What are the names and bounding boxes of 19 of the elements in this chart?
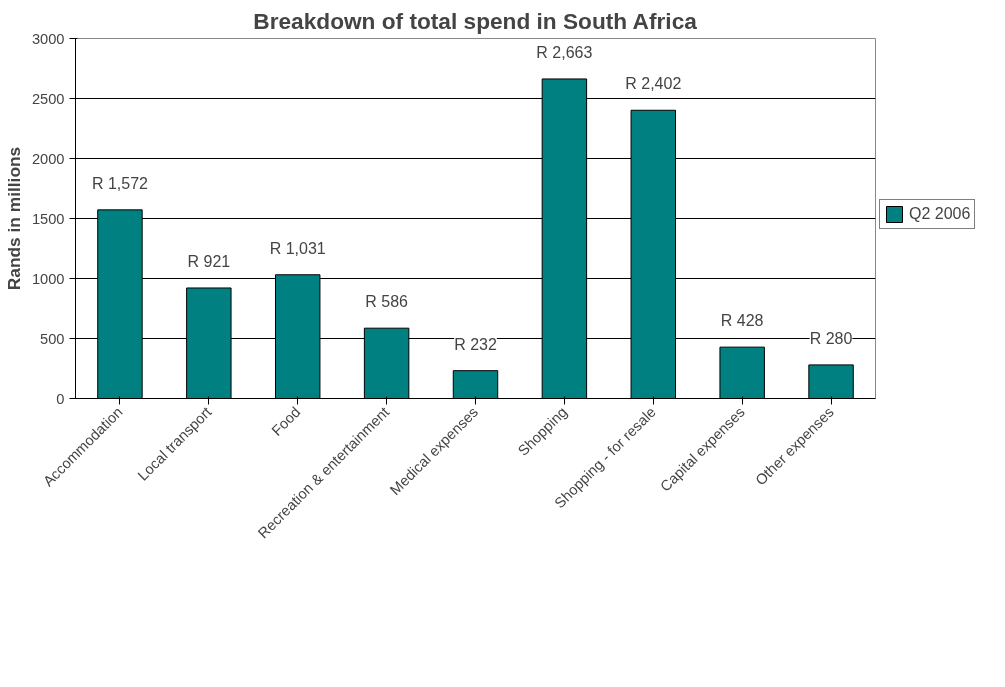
y-tick-label: 2000: [31, 150, 65, 167]
data-label: R 2,402: [625, 75, 682, 93]
chart-title: Breakdown of total spend in South Africa: [253, 7, 698, 34]
data-label: R 428: [720, 312, 764, 330]
y-tick-label: 1500: [31, 210, 65, 227]
y-tick-label: 1000: [31, 270, 65, 287]
data-label: R 232: [454, 335, 497, 353]
legend-label: Q2 2006: [909, 204, 971, 223]
data-label: R 1,031: [269, 239, 326, 257]
y-tick-label: 0: [56, 390, 65, 407]
data-label: R 1,572: [91, 174, 149, 192]
data-label: R 921: [187, 252, 231, 270]
y-axis-title: Rands in millions: [3, 146, 24, 291]
y-tick-label: 500: [40, 330, 65, 347]
y-tick-label: 2500: [31, 90, 65, 107]
data-label: R 280: [809, 329, 853, 347]
y-tick-label: 3000: [31, 30, 65, 47]
data-label: R 586: [365, 293, 409, 311]
data-label: R 2,663: [536, 43, 593, 61]
